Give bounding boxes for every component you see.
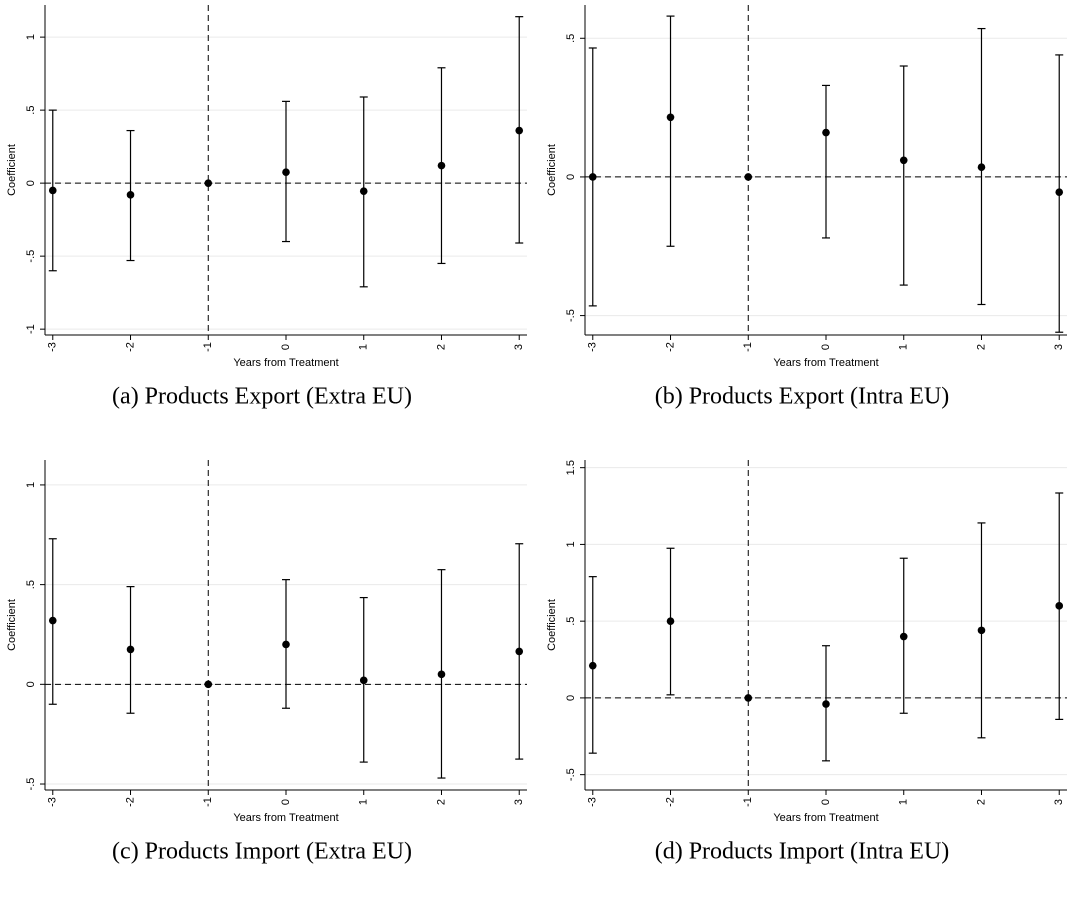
y-tick-label: .5: [565, 34, 577, 43]
point: [977, 626, 986, 635]
error-bar: [822, 84, 830, 239]
y-tick-label: 0: [25, 180, 37, 186]
x-tick-label: 3: [1053, 344, 1065, 350]
point: [359, 676, 368, 685]
point: [515, 647, 524, 656]
x-tick-label: -1: [742, 797, 754, 807]
chart-panel: -.5 0 .5 1 1.5 -3 -2 -1 0 1 2 3 Years from Treatment…: [546, 460, 1067, 865]
y-tick-label: 0: [565, 695, 577, 701]
point: [744, 173, 753, 181]
point: [744, 694, 753, 702]
point: [822, 128, 830, 137]
x-tick-label: 2: [975, 344, 987, 350]
point: [282, 640, 290, 649]
point: [588, 173, 597, 181]
point: [588, 661, 597, 670]
caption: (b) Products Export (Intra EU): [655, 384, 950, 410]
point: [437, 161, 446, 170]
x-tick-label: -1: [202, 342, 214, 352]
point: [822, 700, 830, 708]
x-tick-label: 1: [358, 344, 370, 350]
point: [48, 616, 57, 625]
y-tick-label: -.5: [565, 768, 577, 781]
y-tick-label: 0: [565, 174, 577, 180]
error-bar: [666, 15, 675, 247]
point: [359, 187, 368, 195]
x-tick-label: 3: [1053, 799, 1065, 805]
point: [1055, 602, 1064, 610]
y-tick-label: .5: [25, 580, 37, 589]
caption: (a) Products Export (Extra EU): [112, 384, 412, 410]
y-tick-label: 1: [25, 34, 37, 40]
x-axis-title: Years from Treatment: [233, 357, 338, 369]
x-tick-label: 2: [975, 799, 987, 805]
y-tick-label: -1: [25, 324, 37, 334]
x-tick-label: 3: [513, 344, 525, 350]
y-tick-label: 1: [25, 482, 37, 488]
y-axis-title: Coefficient: [6, 144, 18, 196]
y-tick-label: 1: [565, 541, 577, 547]
x-tick-label: 2: [435, 799, 447, 805]
caption: (d) Products Import (Intra EU): [655, 839, 950, 865]
chart-panel: -1 -.5 0 .5 1 -3 -2 -1 0 1 2 3 Years from Treatment C…: [6, 5, 527, 410]
chart-panel: -.5 0 .5 1 -3 -2 -1 0 1 2 3 Years from Treatment Coe…: [6, 460, 527, 865]
x-tick-label: 0: [820, 799, 832, 805]
point: [126, 191, 135, 199]
caption: (c) Products Import (Extra EU): [112, 839, 412, 865]
point: [282, 168, 290, 176]
x-tick-label: -2: [124, 797, 136, 807]
point: [204, 680, 213, 689]
x-tick-label: 0: [280, 799, 292, 805]
y-tick-label: -.5: [25, 250, 37, 263]
x-axis-title: Years from Treatment: [773, 812, 878, 824]
y-axis-title: Coefficient: [546, 599, 558, 651]
point: [899, 632, 908, 641]
chart-panel: -.5 0 .5 -3 -2 -1 0 1 2 3 Years from Treatment Coef…: [546, 5, 1067, 410]
x-tick-label: -2: [664, 342, 676, 352]
y-axis-title: Coefficient: [6, 599, 18, 651]
point: [48, 186, 57, 195]
x-tick-label: -3: [587, 342, 599, 352]
x-tick-label: 0: [820, 344, 832, 350]
x-tick-label: 0: [280, 344, 292, 350]
x-tick-label: 1: [898, 344, 910, 350]
y-tick-label: -.5: [25, 778, 37, 791]
x-tick-label: -3: [47, 342, 59, 352]
x-tick-label: -2: [124, 342, 136, 352]
y-tick-label: .5: [565, 617, 577, 626]
x-tick-label: -3: [47, 797, 59, 807]
y-tick-label: 0: [25, 681, 37, 687]
x-tick-label: -1: [202, 797, 214, 807]
x-tick-label: -2: [664, 797, 676, 807]
y-axis-title: Coefficient: [546, 144, 558, 196]
point: [666, 113, 675, 122]
x-tick-label: 2: [435, 344, 447, 350]
point: [515, 126, 524, 135]
y-tick-label: 1.5: [565, 460, 577, 475]
point: [437, 670, 446, 679]
x-tick-label: 3: [513, 799, 525, 805]
point: [899, 156, 908, 165]
x-tick-label: 1: [898, 799, 910, 805]
x-tick-label: -3: [587, 797, 599, 807]
x-tick-label: -1: [742, 342, 754, 352]
point: [204, 179, 213, 187]
x-axis-title: Years from Treatment: [233, 812, 338, 824]
x-tick-label: 1: [358, 799, 370, 805]
x-axis-title: Years from Treatment: [773, 357, 878, 369]
y-tick-label: .5: [25, 106, 37, 115]
point: [666, 617, 675, 625]
point: [977, 163, 986, 172]
point: [126, 645, 135, 654]
y-tick-label: -.5: [565, 309, 577, 322]
error-bar: [899, 65, 908, 286]
point: [1055, 188, 1064, 196]
